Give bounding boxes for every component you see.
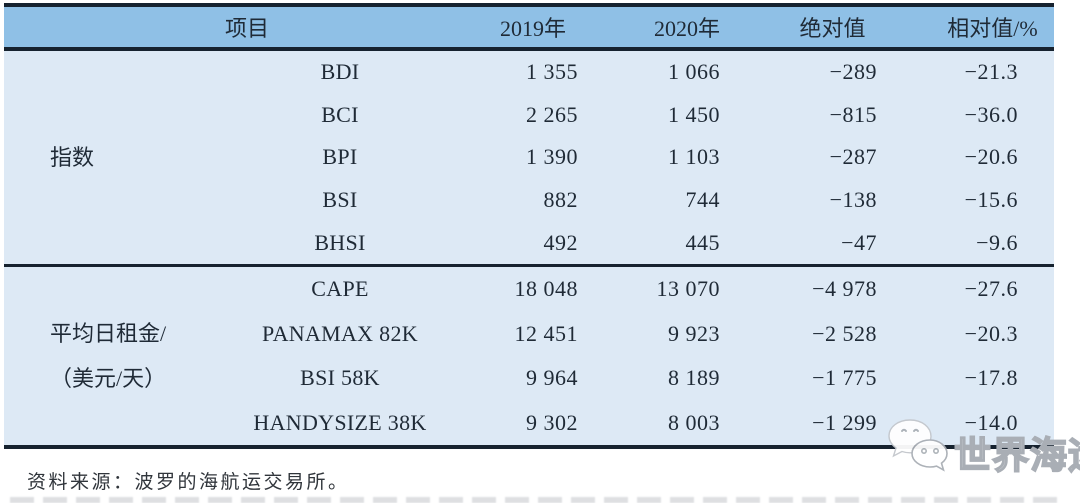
cell-2019: 1 390 bbox=[526, 144, 578, 170]
table-header-row: 项目 2019年 2020年 绝对值 相对值/% bbox=[4, 7, 1054, 47]
cell-relative: −20.6 bbox=[964, 144, 1018, 170]
cell-2020: 445 bbox=[685, 229, 720, 255]
table-body: 指数 BDI 1 355 1 066 −289 −21.3 BCI 2 265 … bbox=[4, 51, 1054, 445]
cell-2020: 9 923 bbox=[668, 320, 720, 346]
header-absolute: 绝对值 bbox=[799, 16, 866, 41]
header-relative: 相对值/% bbox=[947, 16, 1038, 41]
cell-2020: 8 189 bbox=[668, 365, 720, 391]
table-row: BDI 1 355 1 066 −289 −21.3 bbox=[4, 51, 1054, 94]
cell-absolute: −1 775 bbox=[812, 365, 877, 391]
cell-item: BHSI bbox=[314, 229, 366, 255]
header-2020: 2020年 bbox=[653, 16, 720, 41]
cell-relative: −20.3 bbox=[964, 320, 1018, 346]
cell-2020: 1 450 bbox=[668, 101, 720, 127]
cell-relative: −36.0 bbox=[964, 101, 1018, 127]
cell-relative: −27.6 bbox=[964, 276, 1018, 302]
cell-absolute: −1 299 bbox=[812, 409, 877, 435]
cell-relative: −15.6 bbox=[964, 187, 1018, 213]
cell-2019: 882 bbox=[543, 187, 578, 213]
cell-absolute: −815 bbox=[829, 101, 877, 127]
header-bottom-rule bbox=[4, 47, 1054, 51]
cell-item: PANAMAX 82K bbox=[262, 320, 418, 346]
cell-2020: 744 bbox=[685, 187, 720, 213]
data-table: 项目 2019年 2020年 绝对值 相对值/% 指数 BDI 1 355 1 … bbox=[4, 3, 1054, 449]
cell-2019: 1 355 bbox=[526, 59, 578, 85]
cell-2020: 1 103 bbox=[668, 144, 720, 170]
cell-absolute: −138 bbox=[829, 187, 877, 213]
header-project: 项目 bbox=[224, 16, 269, 41]
table-row: BSI 58K 9 964 8 189 −1 775 −17.8 bbox=[4, 356, 1054, 401]
table-top-rule bbox=[4, 3, 1054, 7]
table-row: BSI 882 744 −138 −15.6 bbox=[4, 179, 1054, 222]
cell-item: BDI bbox=[320, 59, 360, 85]
source-note: 资料来源：波罗的海航运交易所。 bbox=[27, 472, 350, 493]
cell-item: CAPE bbox=[311, 276, 369, 302]
cell-2019: 2 265 bbox=[526, 101, 578, 127]
header-2019: 2019年 bbox=[499, 16, 566, 41]
table-row: PANAMAX 82K 12 451 9 923 −2 528 −20.3 bbox=[4, 311, 1054, 356]
cell-relative: −17.8 bbox=[964, 365, 1018, 391]
cell-2020: 13 070 bbox=[656, 276, 720, 302]
cell-2020: 8 003 bbox=[668, 409, 720, 435]
cell-2019: 9 964 bbox=[526, 365, 578, 391]
table-bottom-rule bbox=[4, 444, 1054, 449]
cell-relative: −14.0 bbox=[964, 409, 1018, 435]
cell-item: BSI bbox=[322, 187, 358, 213]
cell-absolute: −47 bbox=[841, 229, 877, 255]
cell-2019: 492 bbox=[543, 229, 578, 255]
cell-absolute: −287 bbox=[829, 144, 877, 170]
cell-absolute: −2 528 bbox=[812, 320, 877, 346]
cell-absolute: −4 978 bbox=[812, 276, 877, 302]
section-divider-rule bbox=[4, 263, 1054, 267]
cell-2020: 1 066 bbox=[668, 59, 720, 85]
cell-absolute: −289 bbox=[829, 59, 877, 85]
group-label-daily-hire: 平均日租金/ （美元/天） bbox=[50, 320, 167, 391]
section-index: 指数 BDI 1 355 1 066 −289 −21.3 BCI 2 265 … bbox=[4, 51, 1054, 264]
table-row: BPI 1 390 1 103 −287 −20.6 bbox=[4, 136, 1054, 179]
table-row: BCI 2 265 1 450 −815 −36.0 bbox=[4, 94, 1054, 137]
cell-2019: 18 048 bbox=[514, 276, 578, 302]
cell-2019: 12 451 bbox=[514, 320, 578, 346]
section-daily-hire: 平均日租金/ （美元/天） CAPE 18 048 13 070 −4 978 … bbox=[4, 267, 1054, 445]
cropped-text-artifact bbox=[10, 497, 1065, 503]
cell-item: BSI 58K bbox=[300, 365, 380, 391]
cell-item: BCI bbox=[321, 101, 359, 127]
table-row: HANDYSIZE 38K 9 302 8 003 −1 299 −14.0 bbox=[4, 400, 1054, 445]
table-row: CAPE 18 048 13 070 −4 978 −27.6 bbox=[4, 267, 1054, 312]
cell-item: HANDYSIZE 38K bbox=[253, 409, 427, 435]
cell-relative: −9.6 bbox=[976, 229, 1018, 255]
cell-2019: 9 302 bbox=[526, 409, 578, 435]
cell-relative: −21.3 bbox=[964, 59, 1018, 85]
group-label-index: 指数 bbox=[50, 144, 95, 170]
table-row: BHSI 492 445 −47 −9.6 bbox=[4, 221, 1054, 264]
cell-item: BPI bbox=[322, 144, 358, 170]
